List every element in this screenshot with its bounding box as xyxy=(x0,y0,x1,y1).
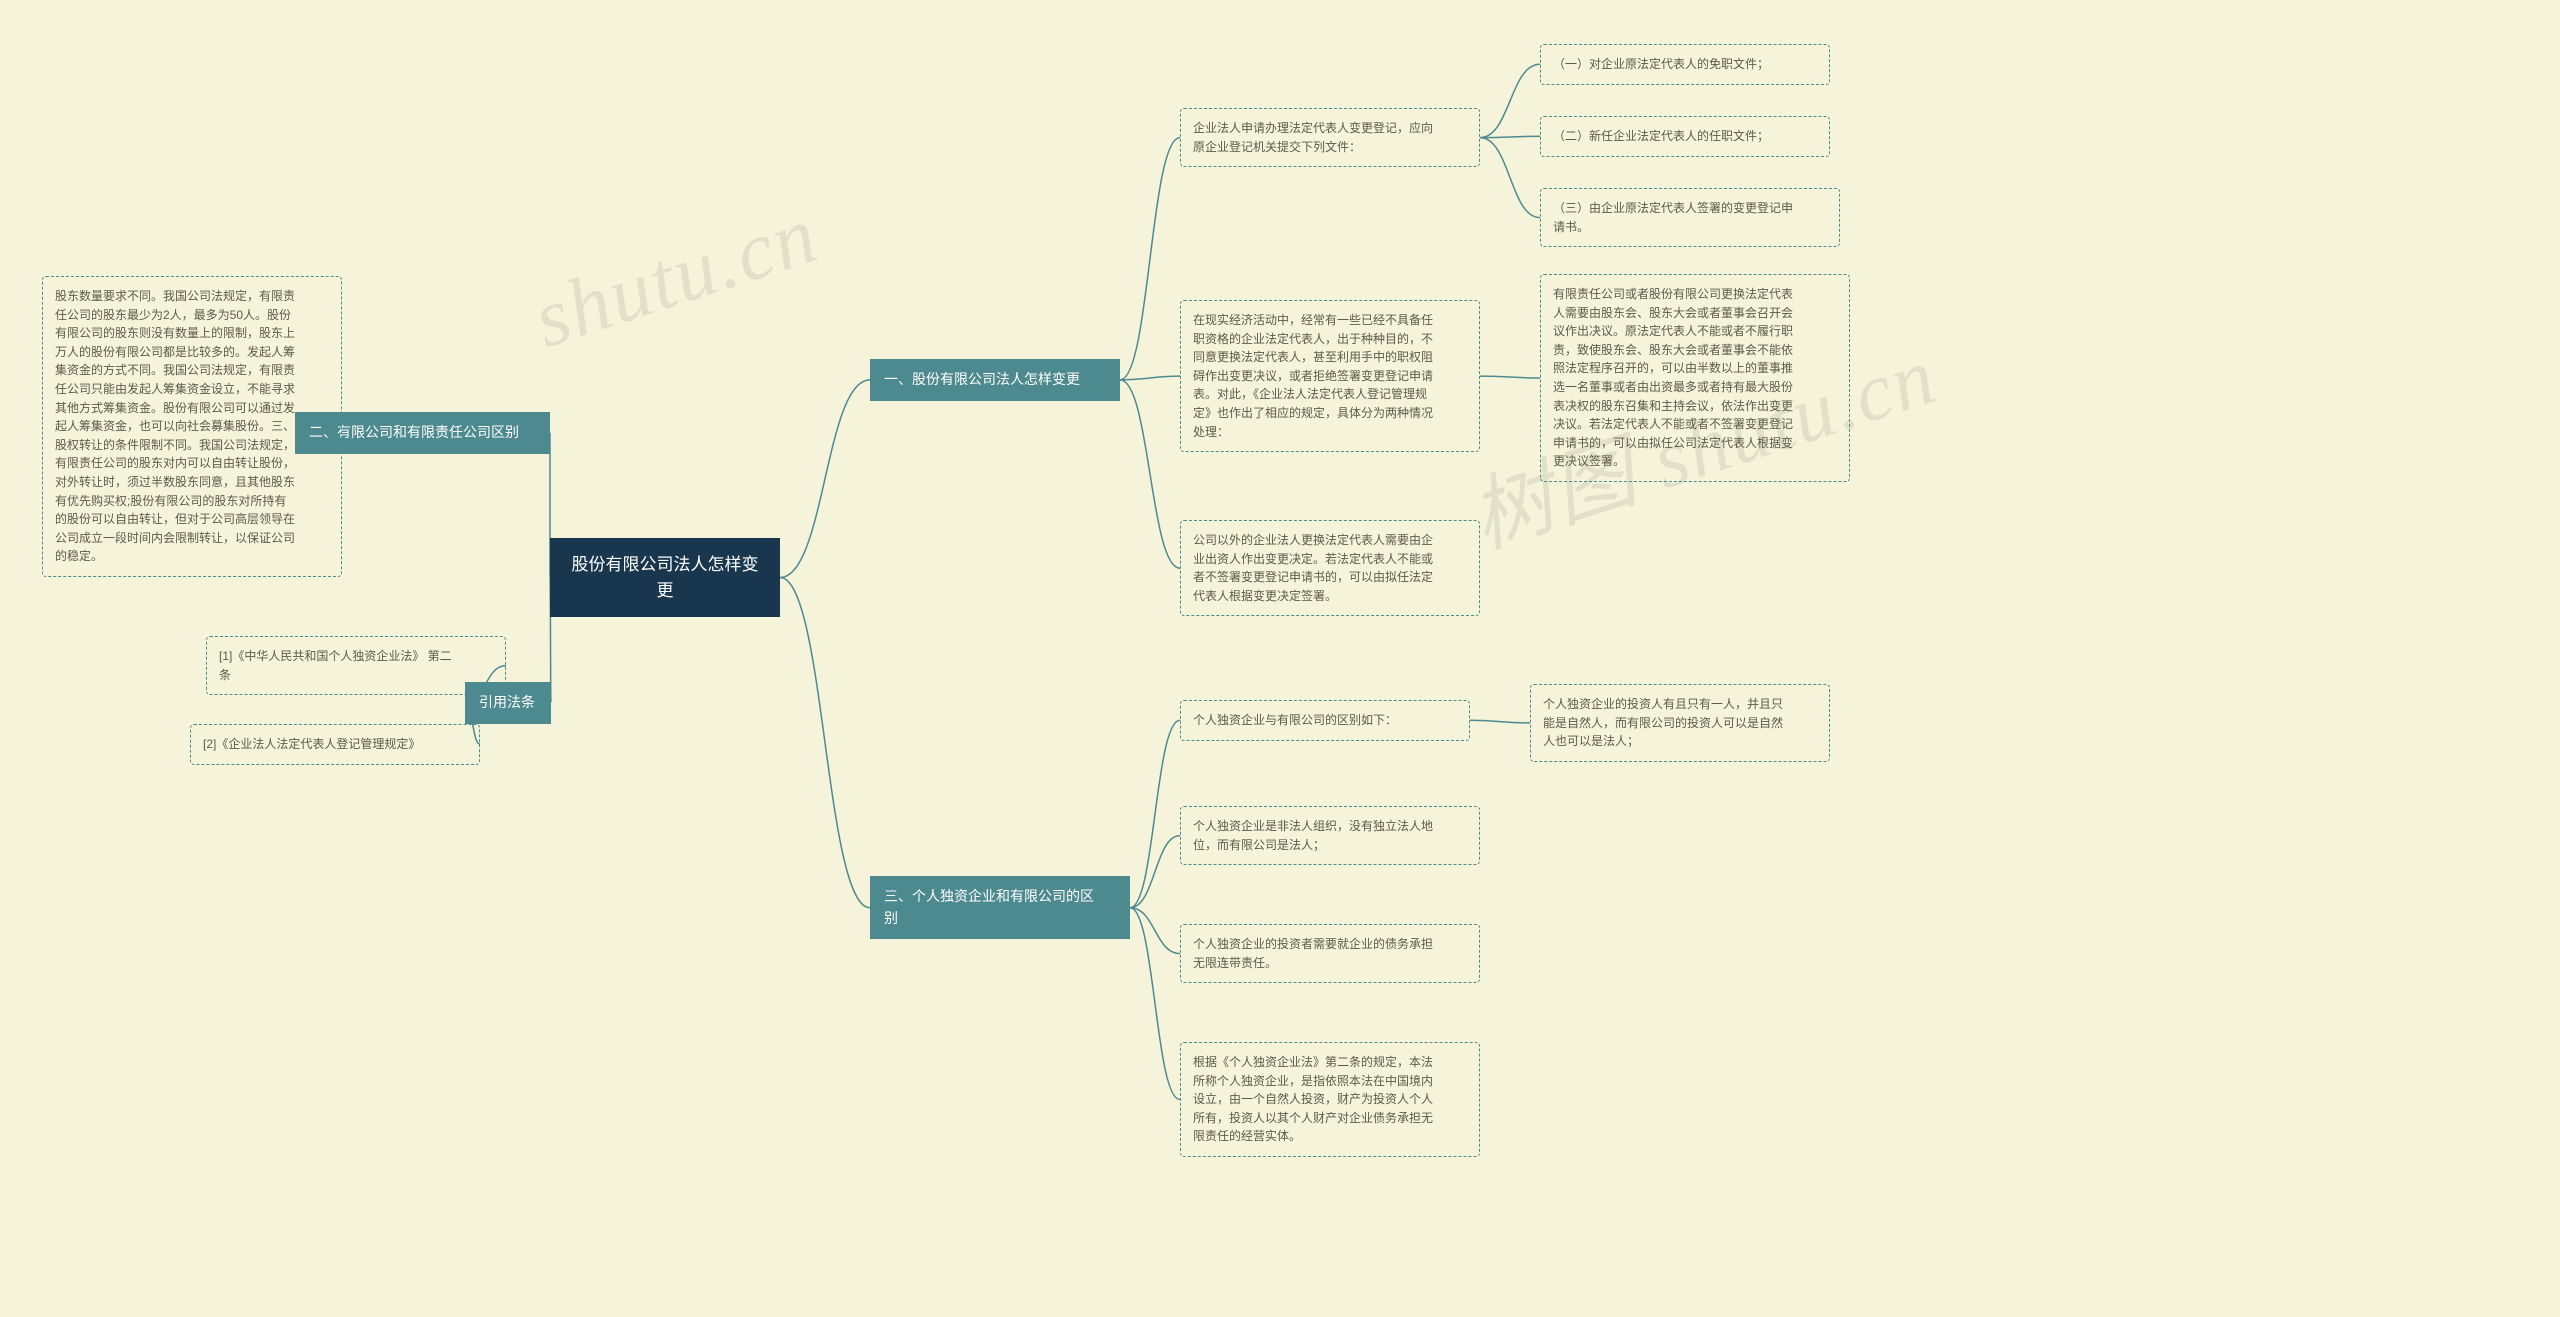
leaf-node[interactable]: [2]《企业法人法定代表人登记管理规定》 xyxy=(190,724,480,765)
leaf-node[interactable]: 有限责任公司或者股份有限公司更换法定代表人需要由股东会、股东大会或者董事会召开会… xyxy=(1540,274,1850,482)
leaf-node[interactable]: 根据《个人独资企业法》第二条的规定，本法所称个人独资企业，是指依照本法在中国境内… xyxy=(1180,1042,1480,1157)
leaf-node[interactable]: 个人独资企业与有限公司的区别如下： xyxy=(1180,700,1470,741)
leaf-node[interactable]: [1]《中华人民共和国个人独资企业法》 第二条 xyxy=(206,636,506,695)
leaf-node[interactable]: （一）对企业原法定代表人的免职文件； xyxy=(1540,44,1830,85)
leaf-node[interactable]: 个人独资企业是非法人组织，没有独立法人地位，而有限公司是法人； xyxy=(1180,806,1480,865)
leaf-node[interactable]: 企业法人申请办理法定代表人变更登记，应向原企业登记机关提交下列文件： xyxy=(1180,108,1480,167)
leaf-node[interactable]: 个人独资企业的投资人有且只有一人，并且只能是自然人，而有限公司的投资人可以是自然… xyxy=(1530,684,1830,762)
leaf-node[interactable]: 股东数量要求不同。我国公司法规定，有限责任公司的股东最少为2人，最多为50人。股… xyxy=(42,276,342,577)
branch-1[interactable]: 一、股份有限公司法人怎样变更 xyxy=(870,359,1120,401)
leaf-node[interactable]: 在现实经济活动中，经常有一些已经不具备任职资格的企业法定代表人，出于种种目的，不… xyxy=(1180,300,1480,452)
root-node[interactable]: 股份有限公司法人怎样变更 xyxy=(550,538,780,617)
leaf-node[interactable]: （二）新任企业法定代表人的任职文件； xyxy=(1540,116,1830,157)
watermark-1: shutu.cn xyxy=(523,187,829,367)
leaf-node[interactable]: 个人独资企业的投资者需要就企业的债务承担无限连带责任。 xyxy=(1180,924,1480,983)
leaf-node[interactable]: 公司以外的企业法人更换法定代表人需要由企业出资人作出变更决定。若法定代表人不能或… xyxy=(1180,520,1480,616)
leaf-node[interactable]: （三）由企业原法定代表人签署的变更登记申请书。 xyxy=(1540,188,1840,247)
branch-3[interactable]: 三、个人独资企业和有限公司的区别 xyxy=(870,876,1130,939)
